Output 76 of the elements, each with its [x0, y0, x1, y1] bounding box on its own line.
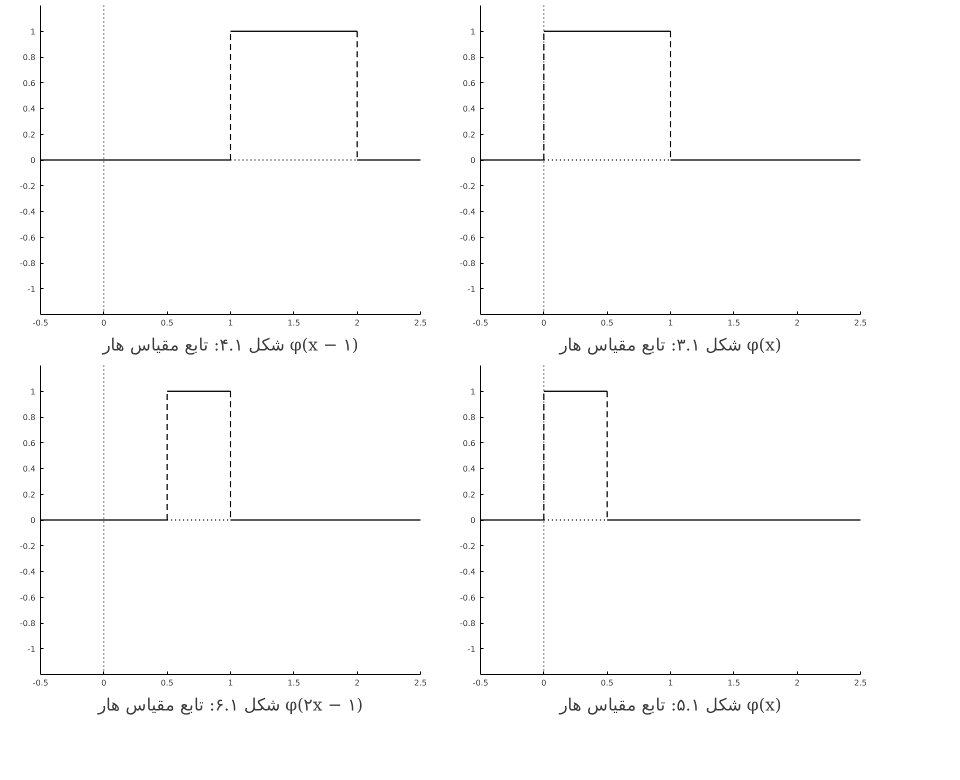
y-tick-label: -0.6	[460, 593, 476, 602]
y-tick-label: 0.2	[462, 490, 476, 500]
x-tick-label: 0	[101, 318, 106, 328]
x-tick-label: 1	[228, 678, 234, 688]
y-tick-label: 0.4	[462, 464, 476, 474]
x-tick-label: 1	[668, 678, 674, 688]
y-tick-label: 0.4	[22, 104, 36, 114]
y-tick-label: 1	[470, 27, 476, 36]
y-tick-label: 0.6	[462, 438, 476, 448]
y-tick-label: 0	[470, 156, 476, 165]
y-tick-label: 0	[470, 516, 476, 525]
y-tick-label: -0.2	[20, 182, 36, 191]
x-tick-label: 1.5	[727, 318, 740, 328]
x-tick-label: 0	[101, 678, 106, 688]
y-tick-label: 0	[30, 516, 36, 525]
y-tick-label: -0.8	[20, 619, 36, 628]
y-tick-label: 1	[30, 27, 36, 36]
y-tick-label: 1	[30, 387, 36, 396]
x-tick-label: 2	[354, 318, 360, 328]
text: شکل ۶.۱: تابع مقیاس هار φ(۲x − ۱)	[97, 696, 364, 716]
x-tick-label: 2.5	[854, 678, 867, 688]
y-tick-label: 0.8	[22, 53, 36, 62]
y-tick-label: -0.6	[20, 593, 36, 602]
text: شکل ۵.۱: تابع مقیاس هار φ(x)	[558, 696, 782, 716]
x-tick-label: 1	[228, 318, 234, 328]
x-tick-label: 0.5	[160, 678, 174, 688]
y-tick-label: 0.8	[462, 53, 476, 62]
y-tick-label: -0.4	[460, 568, 476, 576]
y-tick-label: 0.2	[22, 490, 36, 500]
y-tick-label: 0.6	[22, 78, 36, 88]
x-tick-label: 1.5	[727, 678, 740, 688]
y-tick-label: -0.6	[460, 233, 476, 242]
y-tick-label: 0.6	[462, 78, 476, 88]
y-tick-label: 0	[30, 156, 36, 165]
y-tick-label: 0.2	[462, 130, 476, 140]
y-tick-label: 0.8	[22, 413, 36, 422]
x-tick-label: 0	[541, 678, 546, 688]
y-tick-label: -0.2	[20, 542, 36, 551]
y-tick-label: -0.4	[460, 208, 476, 216]
y-tick-label: 0.2	[22, 130, 36, 140]
x-tick-label: 2.5	[854, 318, 867, 328]
y-tick-label: -0.4	[20, 568, 36, 576]
y-tick-label: -0.8	[460, 259, 476, 268]
y-tick-label: -0.2	[460, 542, 476, 551]
y-tick-label: 0.6	[22, 438, 36, 448]
y-tick-label: -0.2	[460, 182, 476, 191]
x-tick-label: 2.5	[414, 678, 427, 688]
x-tick-label: -0.5	[32, 678, 48, 688]
y-tick-label: -1	[468, 284, 476, 294]
y-tick-label: 0.4	[22, 464, 36, 474]
text: شکل ۴.۱: تابع مقیاس هار φ(x − ۱)	[102, 336, 359, 356]
x-tick-label: -0.5	[472, 318, 488, 328]
x-tick-label: -0.5	[472, 678, 488, 688]
y-tick-label: 0.8	[462, 413, 476, 422]
x-tick-label: 0.5	[600, 318, 614, 328]
y-tick-label: -1	[28, 644, 36, 654]
x-tick-label: 0.5	[160, 318, 174, 328]
x-tick-label: 1.5	[287, 678, 300, 688]
y-tick-label: 1	[470, 387, 476, 396]
text: شکل ۳.۱: تابع مقیاس هار φ(x)	[558, 336, 782, 356]
y-tick-label: -0.4	[20, 208, 36, 216]
y-tick-label: -0.6	[20, 233, 36, 242]
x-tick-label: 2	[354, 678, 360, 688]
x-tick-label: 2	[794, 678, 800, 688]
x-tick-label: 1	[668, 318, 674, 328]
y-tick-label: -1	[28, 284, 36, 294]
x-tick-label: 2	[794, 318, 800, 328]
x-tick-label: 1.5	[287, 318, 300, 328]
x-tick-label: -0.5	[32, 318, 48, 328]
y-tick-label: -1	[468, 644, 476, 654]
x-tick-label: 0.5	[600, 678, 614, 688]
y-tick-label: -0.8	[460, 619, 476, 628]
x-tick-label: 2.5	[414, 318, 427, 328]
y-tick-label: 0.4	[462, 104, 476, 114]
y-tick-label: -0.8	[20, 259, 36, 268]
x-tick-label: 0	[541, 318, 546, 328]
